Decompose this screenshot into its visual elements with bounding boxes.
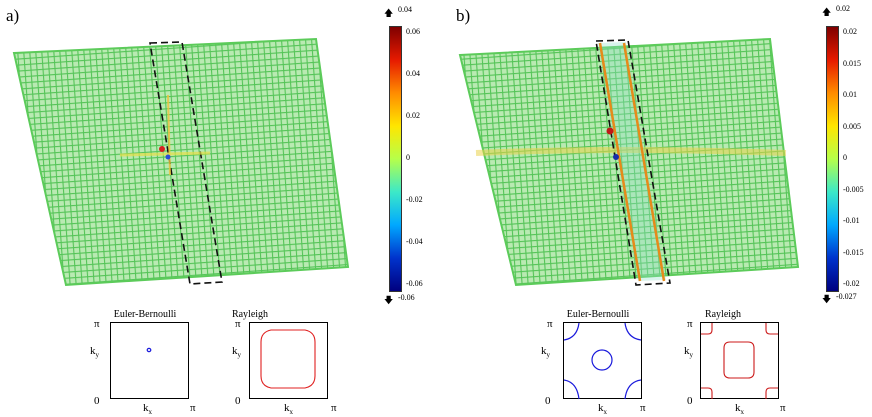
panel-a-eb-xlabel: kx [143,402,152,417]
panel-b-strip-fill [598,42,666,281]
colorbar-tick-label: 0.02 [843,27,857,36]
panel-b-eb-origin: 0 [545,395,551,407]
colorbar-tick-label: -0.005 [843,184,864,194]
panel-b-peak-blue [613,154,619,160]
colorbar-tick-label: 0 [843,153,847,162]
panel-b-eb-xright: π [640,402,646,414]
panel-b-eb-ylabel: ky [541,345,550,360]
panel-a-eb-plot [110,322,189,399]
panel-b-lattice [458,37,800,287]
panel-a-eb-xright: π [190,402,196,414]
panel-a-strip-highlight [167,94,171,176]
panel-b-eb-ytop: π [547,318,553,330]
panel-b-ray-origin: 0 [687,395,693,407]
panel-a-colorbar-max-arrow: 🡅 [384,8,394,18]
panel-b-eb-curve [563,322,642,400]
colorbar-tick-label: -0.02 [406,195,423,204]
panel-a-eb-title: Euler-Bernoulli [113,309,177,320]
panel-a-ray-title: Rayleigh [231,309,269,320]
colorbar-tick-label: -0.015 [843,247,864,257]
colorbar-tick-label: -0.04 [406,237,423,246]
panel-a-ray-ytop: π [235,318,241,330]
panel-b-eb-title: Euler-Bernoulli [566,309,630,320]
panel-b-eb-plot [563,322,642,400]
panel-a-ray-xlabel: kx [284,402,293,417]
panel-b-colorbar-min-arrow: 🡇 [822,294,832,304]
colorbar-tick-label: 0 [406,153,410,162]
panel-b-ray-xlabel: kx [735,402,744,417]
panel-b-label: b) [456,6,471,25]
colorbar-tick-label: 0.01 [843,90,857,99]
colorbar-tick-label: 0.04 [406,69,420,78]
colorbar-tick-label: 0.015 [843,58,861,68]
panel-a-label: a) [6,6,20,25]
colorbar-tick-label: 0.02 [406,111,420,120]
panel-a-ray-plot [249,322,328,399]
panel-a-eb-curve [146,347,152,353]
panel-b-colorbar-max-label: 0.02 [836,4,850,13]
panel-b-strip-edge-left [598,42,642,282]
panel-b-lattice-sheet [458,37,800,287]
colorbar-tick-label: 0.06 [406,27,420,36]
panel-a-lattice-sheet [12,37,350,287]
panel-a-lattice [12,37,350,287]
panel-b-ray-plot [700,322,779,399]
panel-a-eb-ylabel: ky [90,345,99,360]
panel-b-peak-red [606,127,614,135]
panel-a-ray-xright: π [331,402,337,414]
panel-a-peak-red [159,146,165,152]
panel-a-ray-origin: 0 [235,395,241,407]
panel-b-ray-xright: π [780,402,786,414]
panel-b-colorbar-min-label: -0.027 [836,292,857,301]
colorbar-tick-label: -0.01 [843,216,860,225]
panel-b-dashed-box [595,39,671,286]
panel-a-colorbar-min-label: -0.06 [398,293,415,302]
panel-b-ray-ytop: π [687,318,693,330]
colorbar-tick-label: -0.06 [406,279,423,288]
panel-a-yellow-band [119,151,211,157]
panel-b-eb-xlabel: kx [598,402,607,417]
panel-a-dashed-box [149,41,223,285]
panel-a-colorbar [389,26,402,292]
panel-a-ray-ylabel: ky [232,345,241,360]
panel-a-eb-ytop: π [94,318,100,330]
panel-b-ray-curve [701,323,778,399]
panel-b-colorbar-max-arrow: 🡅 [822,7,832,17]
panel-a-eb-origin: 0 [94,395,100,407]
panel-a-colorbar-min-arrow: 🡇 [384,295,394,305]
panel-b-strip-edge-right [622,42,666,282]
panel-b-horizontal-band [475,147,787,156]
panel-a-ray-curve [260,329,316,389]
panel-b-ray-title: Rayleigh [704,309,742,320]
panel-b-ray-ylabel: ky [684,345,693,360]
panel-b-colorbar [826,26,839,292]
panel-a-colorbar-max-label: 0.04 [398,5,412,14]
colorbar-tick-label: -0.02 [843,279,860,288]
panel-a-peak-blue [165,154,171,160]
colorbar-tick-label: 0.005 [843,121,861,131]
